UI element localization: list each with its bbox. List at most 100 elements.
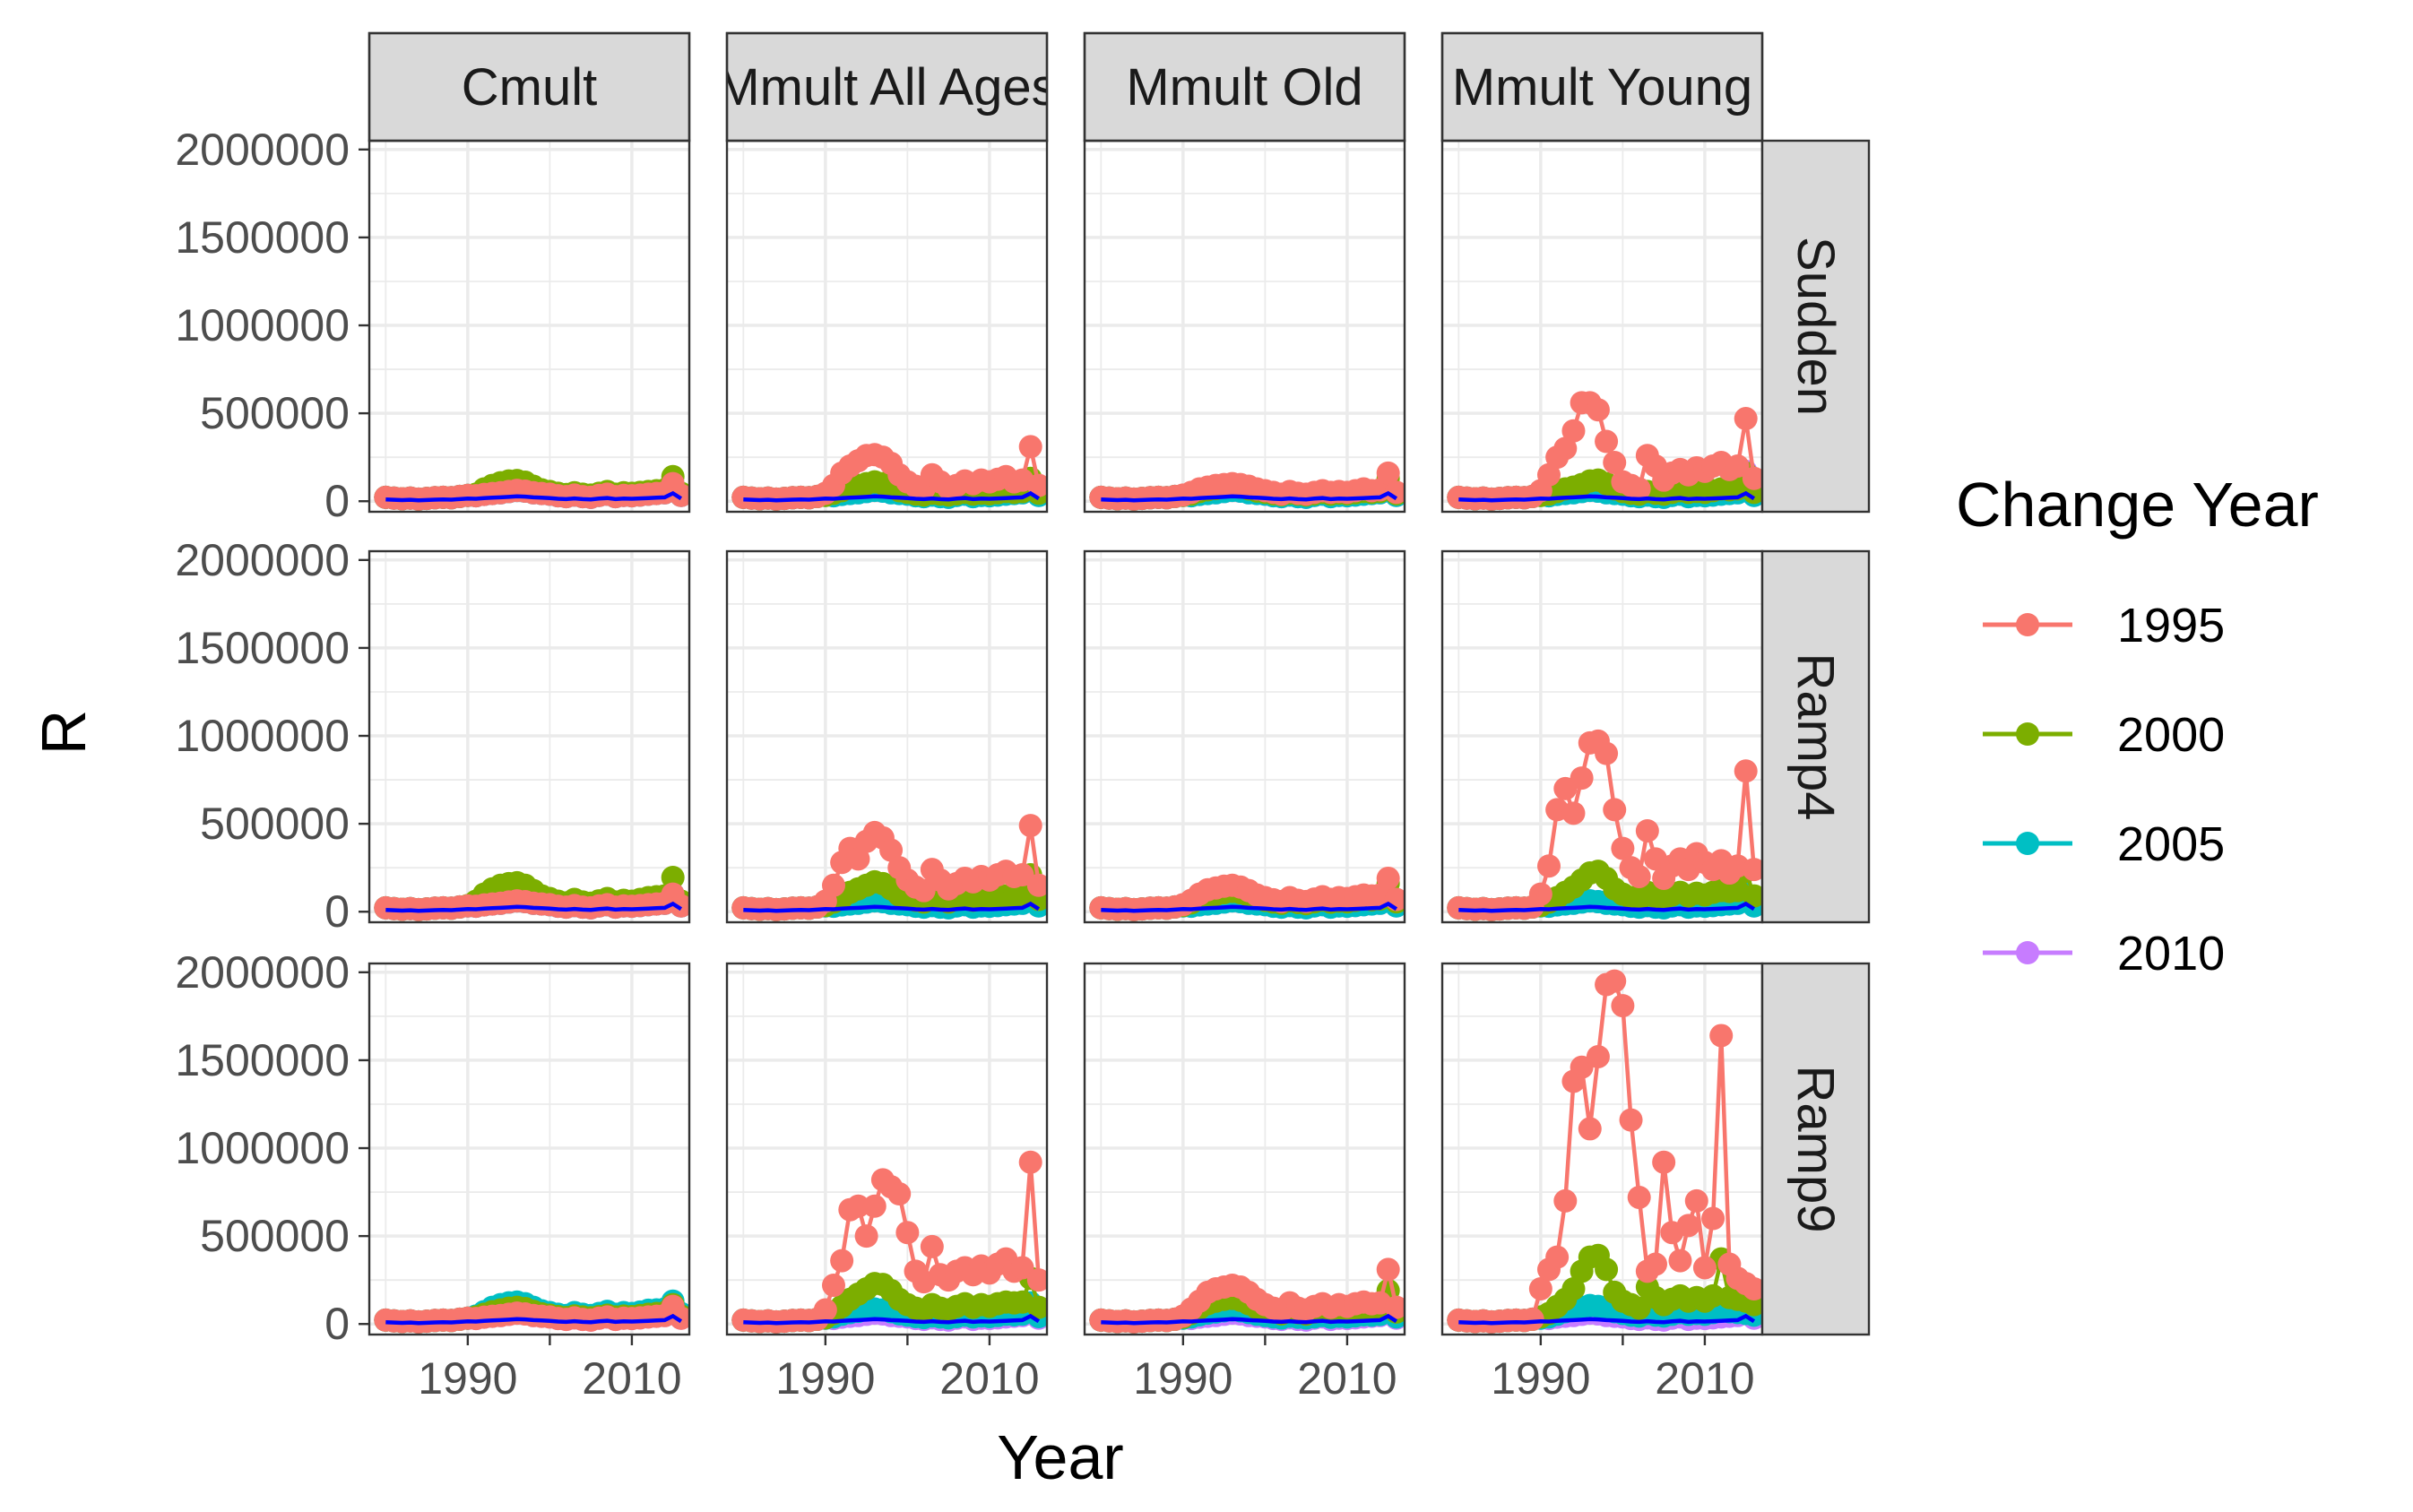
strip-background: [1083, 31, 1406, 143]
data-point-1995: [1376, 1257, 1400, 1282]
data-point-1995: [1018, 814, 1042, 838]
data-point-1995: [895, 1221, 920, 1245]
data-point-1995: [1619, 1108, 1643, 1132]
strip-border: [1083, 31, 1406, 143]
data-point-2000: [1742, 884, 1762, 908]
column-strip: Cmult: [368, 31, 691, 143]
data-point-1995: [846, 1194, 870, 1218]
data-point-1995: [1684, 1188, 1708, 1213]
legend-title: Change Year: [1956, 470, 2319, 540]
x-tick-label: 2010: [1297, 1353, 1397, 1404]
data-point-1995: [1603, 798, 1627, 822]
data-point-1995: [1644, 1252, 1667, 1276]
data-point-1995: [1586, 1044, 1610, 1068]
legend-key-point: [2016, 722, 2039, 746]
data-point-1995: [1528, 1276, 1552, 1300]
data-point-1995: [1586, 398, 1610, 422]
data-point-1995: [1676, 1214, 1700, 1238]
y-tick-label: 2000000: [175, 535, 350, 585]
x-tick-label: 1990: [418, 1353, 517, 1404]
data-point-1995: [1537, 854, 1561, 878]
data-point-1995: [1603, 451, 1627, 475]
panel-sudden-0: [368, 139, 691, 514]
y-axis-title: R: [29, 710, 99, 756]
column-strip: Mmult Old: [1083, 31, 1406, 143]
row-strip-label: Ramp9: [1786, 1066, 1845, 1233]
data-point-2000: [661, 865, 685, 889]
axes-layer: 0 500000 1000000 1500000 2000000 0 500000 10000…: [175, 125, 1754, 1404]
column-strip: Mmult Young: [1440, 31, 1764, 143]
data-point-1995: [1627, 477, 1651, 501]
row-strip: Ramp4: [1760, 549, 1871, 924]
data-point-2000: [1026, 1295, 1047, 1319]
data-point-1995: [1725, 454, 1750, 478]
y-tick-label: 0: [324, 886, 350, 937]
y-tick-label: 500000: [200, 388, 350, 438]
data-point-1995: [1018, 435, 1042, 459]
x-tick-label: 1990: [1133, 1353, 1232, 1404]
row-strip-label: Sudden: [1786, 237, 1845, 416]
panel-ramp9-0: [368, 962, 691, 1336]
panel-ramp4-0: [368, 549, 691, 924]
data-point-1995: [920, 1234, 944, 1258]
data-point-1995: [1570, 766, 1594, 791]
data-point-1995: [846, 847, 870, 871]
legend-entry-2010: 2010: [1983, 927, 2225, 981]
y-tick-label: 1500000: [175, 1035, 350, 1085]
data-point-1995: [1384, 480, 1405, 505]
x-tick-label: 1990: [775, 1353, 875, 1404]
data-point-1995: [1701, 1206, 1725, 1231]
strip-border: [725, 31, 1049, 143]
baseline-line: [1458, 490, 1756, 503]
baseline-line: [743, 1313, 1041, 1326]
y-tick-label: 1500000: [175, 623, 350, 673]
data-point-1995: [1545, 1245, 1570, 1269]
data-point-1995: [887, 1182, 912, 1206]
data-point-1995: [1742, 466, 1762, 490]
data-point-1995: [1627, 1185, 1651, 1209]
column-strip-label: Mmult Old: [1126, 58, 1362, 117]
legend-key-point: [2016, 832, 2039, 855]
data-point-1995: [1611, 994, 1635, 1018]
y-tick-label: 500000: [200, 799, 350, 849]
data-point-1995: [1010, 1256, 1034, 1280]
data-point-1995: [1520, 1307, 1544, 1331]
y-tick-label: 500000: [200, 1211, 350, 1261]
panels-layer: [368, 139, 1764, 1336]
data-point-1995: [1595, 429, 1619, 454]
y-tick-label: 1500000: [175, 212, 350, 263]
data-point-1995: [1553, 1188, 1578, 1213]
x-tick-label: 1990: [1491, 1353, 1590, 1404]
y-tick-label: 0: [324, 476, 350, 526]
data-point-1995: [1376, 461, 1400, 485]
x-tick-label: 2010: [1655, 1353, 1754, 1404]
baseline-line: [1458, 901, 1756, 913]
data-point-1995: [822, 1274, 845, 1298]
data-point-1995: [1668, 1248, 1692, 1273]
strip-background: [1760, 549, 1871, 924]
legend-key-point: [2016, 613, 2039, 636]
data-point-1995: [1603, 969, 1627, 993]
row-strip: Sudden: [1760, 139, 1871, 514]
data-point-1995: [879, 838, 904, 862]
data-point-1995: [1692, 1256, 1717, 1280]
baseline-line: [1101, 1313, 1398, 1326]
legend-label: 2000: [2117, 708, 2225, 762]
legend-entry-2005: 2005: [1983, 817, 2225, 871]
data-point-1995: [1652, 1150, 1676, 1174]
strip-border: [1440, 31, 1764, 143]
data-point-1995: [822, 873, 845, 897]
legend-label: 1995: [2117, 599, 2225, 652]
data-point-1995: [830, 1248, 854, 1273]
strip-background: [1760, 139, 1871, 514]
baseline-line: [743, 901, 1041, 913]
data-point-1995: [1709, 1024, 1734, 1048]
y-tick-label: 1000000: [175, 300, 350, 350]
data-point-1995: [854, 1224, 878, 1248]
legend-entry-2000: 2000: [1983, 708, 2225, 762]
panel-ramp4-1: [725, 549, 1049, 924]
data-point-1995: [1561, 419, 1586, 443]
column-strip-label: Mmult All Ages: [716, 58, 1057, 117]
y-tick-label: 1000000: [175, 1123, 350, 1173]
